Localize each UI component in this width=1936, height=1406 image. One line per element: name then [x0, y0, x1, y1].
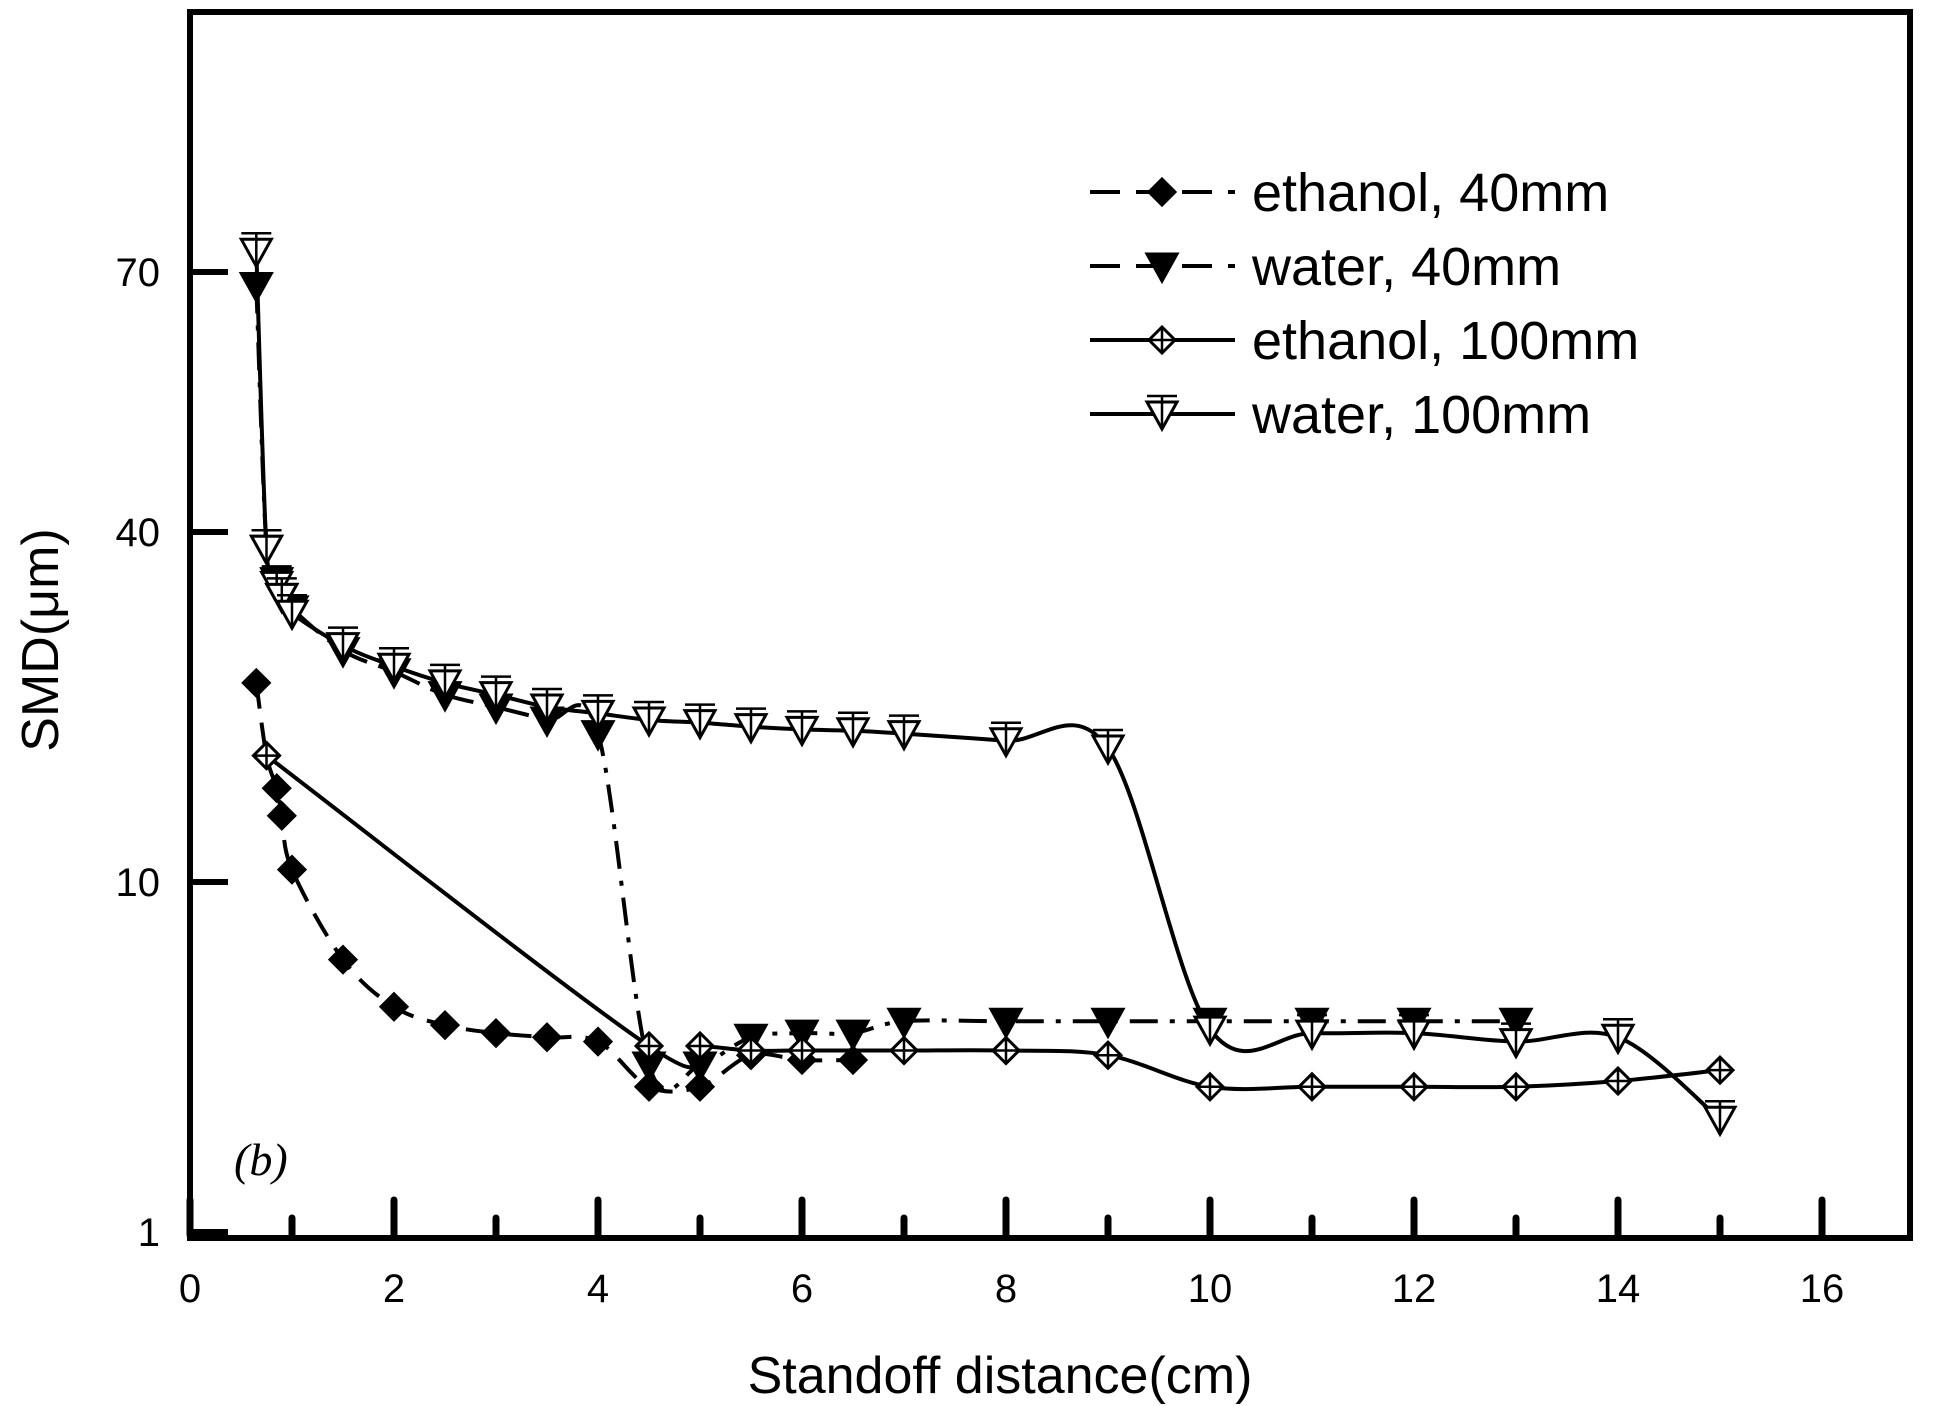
x-tick-label: 12: [1392, 1267, 1437, 1311]
markers-layer: [238, 232, 1738, 1138]
ticks-layer: 0 2 4 6 8 10 12 14 16 1 10 40 70: [116, 251, 1845, 1311]
legend-marker-water-40mm: [1144, 252, 1180, 285]
data-point-ethanol-100mm-cross: [1299, 1073, 1325, 1100]
x-tick-label: 6: [791, 1267, 813, 1311]
data-point-water-40mm: [1090, 1007, 1126, 1040]
data-point-water-100mm-cross: [736, 707, 766, 742]
data-point-ethanol-40mm: [266, 800, 297, 831]
series-line-water-100mm: [254, 251, 1722, 1121]
x-tick-label: 14: [1596, 1267, 1641, 1311]
data-point-ethanol-100mm-cross: [1605, 1068, 1631, 1095]
x-tick-label: 8: [995, 1267, 1017, 1311]
plot-frame: [187, 9, 1913, 1241]
data-point-water-40mm: [835, 1019, 871, 1052]
data-point-ethanol-40mm: [378, 991, 410, 1022]
data-point-ethanol-40mm: [429, 1010, 461, 1041]
data-point-water-100mm-cross: [1297, 1013, 1327, 1049]
data-point-ethanol-40mm: [531, 1022, 563, 1053]
data-point-water-100mm-cross: [481, 675, 511, 710]
data-point-ethanol-40mm: [684, 1071, 716, 1102]
data-point-ethanol-40mm: [261, 773, 292, 804]
legend-label-water-40mm: water, 40mm: [1251, 237, 1561, 297]
x-tick-label: 16: [1800, 1267, 1845, 1311]
data-point-water-100mm-cross: [1195, 1009, 1225, 1045]
data-point-ethanol-40mm: [276, 854, 308, 885]
data-point-water-100mm-cross: [532, 687, 562, 722]
data-point-water-100mm-cross: [1399, 1013, 1429, 1049]
x-tick-label: 4: [587, 1267, 609, 1311]
data-point-water-100mm-cross: [991, 721, 1021, 756]
curves-layer: [254, 251, 1722, 1121]
legend-label-ethanol-100mm: ethanol, 100mm: [1252, 311, 1639, 371]
data-point-ethanol-40mm: [327, 944, 359, 975]
data-point-water-100mm-cross: [1603, 1018, 1633, 1053]
data-point-ethanol-40mm: [241, 667, 272, 699]
data-point-water-100mm-cross: [1501, 1022, 1531, 1057]
legend: ethanol, 40mm water, 40mm ethanol, 100mm wa…: [1090, 163, 1639, 445]
data-point-ethanol-100mm-cross: [738, 1037, 764, 1064]
legend-label-water-100mm: water, 100mm: [1251, 385, 1591, 445]
series-line-ethanol-100mm: [265, 753, 1721, 1092]
data-point-ethanol-100mm-cross: [1707, 1057, 1733, 1084]
data-point-water-100mm-cross: [430, 663, 460, 698]
y-tick-label: 70: [116, 251, 161, 295]
data-point-ethanol-100mm-cross: [1095, 1042, 1121, 1069]
data-point-ethanol-100mm-cross: [636, 1032, 662, 1059]
data-point-water-100mm-cross: [787, 710, 817, 745]
data-point-water-40mm: [886, 1007, 922, 1040]
x-axis-title: Standoff distance(cm): [748, 1347, 1253, 1405]
data-point-water-100mm-cross: [1093, 728, 1123, 764]
data-point-ethanol-100mm-cross: [993, 1037, 1019, 1064]
data-point-ethanol-100mm-cross: [253, 742, 280, 769]
data-point-water-100mm-cross: [583, 694, 613, 729]
x-tick-label: 2: [383, 1267, 405, 1311]
y-tick-label: 10: [116, 861, 161, 905]
y-tick-label: 1: [138, 1211, 160, 1255]
data-point-water-100mm-cross: [328, 626, 358, 661]
data-point-water-100mm-cross: [251, 529, 282, 564]
legend-marker-ethanol-40mm: [1146, 176, 1178, 208]
y-tick-label: 40: [116, 511, 161, 555]
data-point-water-100mm-cross: [379, 647, 409, 682]
data-point-ethanol-40mm: [582, 1026, 614, 1057]
data-point-water-100mm-cross: [838, 711, 868, 746]
data-point-ethanol-40mm: [837, 1044, 869, 1076]
panel-label: (b): [234, 1134, 288, 1185]
data-point-ethanol-100mm-cross: [789, 1037, 815, 1064]
data-point-water-100mm-cross: [889, 714, 919, 749]
data-point-ethanol-40mm: [480, 1018, 512, 1049]
data-point-water-100mm-cross: [685, 703, 715, 738]
x-tick-label: 0: [179, 1267, 201, 1311]
data-point-ethanol-100mm-cross: [891, 1037, 917, 1064]
data-point-ethanol-40mm: [633, 1071, 665, 1102]
data-point-ethanol-100mm-cross: [687, 1032, 713, 1059]
data-point-water-40mm: [238, 271, 274, 304]
data-point-water-40mm: [784, 1019, 820, 1052]
data-point-ethanol-100mm-cross: [1401, 1073, 1427, 1100]
data-point-water-100mm-cross: [1705, 1099, 1735, 1135]
data-point-water-100mm-cross: [277, 593, 307, 629]
data-point-water-100mm-cross: [241, 232, 272, 267]
data-point-ethanol-100mm-cross: [1197, 1073, 1223, 1100]
data-point-water-40mm: [988, 1007, 1024, 1040]
legend-marker-water-100mm-cross: [1147, 394, 1177, 429]
legend-marker-ethanol-100mm-cross: [1149, 327, 1175, 353]
data-point-ethanol-100mm-cross: [1503, 1073, 1529, 1100]
data-point-water-100mm-cross: [634, 700, 664, 735]
x-tick-label: 10: [1188, 1267, 1233, 1311]
y-axis-title: SMD(μm): [12, 528, 70, 751]
legend-label-ethanol-40mm: ethanol, 40mm: [1252, 163, 1609, 223]
